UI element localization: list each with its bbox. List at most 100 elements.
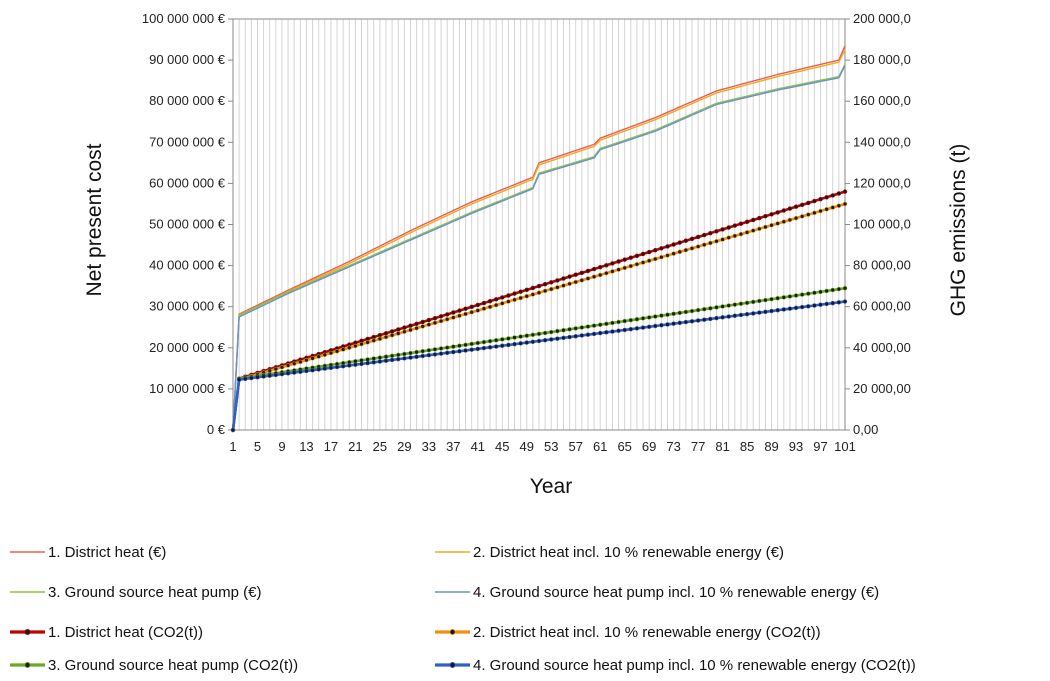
- series-point: [377, 355, 383, 360]
- series-point: [787, 306, 793, 311]
- series-line: [232, 45, 846, 431]
- series-point: [640, 316, 646, 321]
- series-point: [695, 234, 701, 240]
- series-point: [665, 322, 670, 327]
- series-point: [781, 295, 786, 300]
- series-point: [310, 356, 315, 361]
- series-point: [567, 281, 572, 287]
- x-tick-label: 45: [495, 439, 509, 454]
- series-point: [597, 264, 603, 270]
- series-point: [383, 334, 389, 340]
- series-point: [824, 195, 829, 200]
- series-point: [604, 263, 609, 268]
- legend-marker: [449, 629, 456, 636]
- series-point: [628, 263, 633, 269]
- series-point: [750, 217, 756, 223]
- series-point: [524, 294, 529, 299]
- series-point: [695, 318, 701, 323]
- series-point: [653, 247, 658, 253]
- series-point: [457, 343, 462, 348]
- series-point: [573, 334, 578, 339]
- series-point: [469, 341, 474, 347]
- series-point: [445, 350, 450, 356]
- series-point: [628, 326, 633, 332]
- left-tick-label: 20 000 000 €: [149, 340, 226, 355]
- series-point: [261, 374, 266, 379]
- legend-label: 3. Ground source heat pump (€): [48, 584, 261, 601]
- right-tick-label: 60 000,00: [853, 299, 911, 314]
- series-point: [738, 221, 744, 226]
- series-point: [622, 257, 627, 262]
- series-point: [500, 295, 505, 300]
- series-point: [249, 375, 254, 381]
- series-point: [659, 246, 664, 251]
- x-tick-label: 37: [446, 439, 460, 454]
- series-point: [622, 265, 627, 271]
- series-point: [389, 357, 395, 363]
- series-point: [426, 317, 432, 323]
- series-point: [702, 232, 707, 238]
- series-point: [708, 316, 713, 322]
- series-point: [445, 317, 450, 322]
- series-point: [781, 208, 786, 213]
- series-point: [316, 367, 321, 372]
- x-tick-label: 9: [278, 439, 285, 454]
- series-point: [481, 306, 487, 311]
- series-point: [604, 270, 609, 276]
- series-point: [493, 302, 499, 308]
- series-point: [683, 319, 689, 325]
- series-point: [328, 365, 334, 371]
- series-point: [726, 225, 731, 230]
- right-tick-label: 80 000,00: [853, 258, 911, 273]
- series-point: [555, 285, 560, 290]
- series-point: [763, 297, 768, 303]
- series-point: [298, 359, 303, 365]
- series-point: [585, 332, 591, 337]
- series-point: [818, 289, 823, 295]
- series-point: [830, 287, 835, 293]
- left-tick-label: 30 000 000 €: [149, 299, 226, 314]
- x-tick-label: 97: [813, 439, 827, 454]
- series-point: [420, 319, 425, 325]
- series-point: [567, 334, 572, 340]
- series-point: [836, 191, 842, 196]
- series-point: [714, 305, 719, 310]
- series-point: [591, 323, 597, 328]
- series-point: [818, 208, 823, 214]
- series-point: [445, 312, 450, 317]
- series-point: [799, 304, 805, 310]
- series-point: [353, 343, 358, 349]
- series-point: [750, 299, 756, 305]
- series-point: [408, 350, 413, 356]
- series-point: [806, 291, 811, 296]
- series-point: [842, 189, 848, 194]
- series-point: [328, 350, 334, 356]
- series-point: [787, 206, 793, 211]
- series-point: [530, 292, 536, 297]
- series-point: [744, 300, 750, 306]
- series-point: [475, 340, 480, 346]
- series-point: [481, 345, 487, 351]
- series-point: [420, 324, 425, 329]
- x-tick-label: 77: [691, 439, 705, 454]
- y-axis-right-title: GHG emissions (t): [947, 144, 970, 317]
- series-point: [702, 242, 707, 247]
- series-point: [420, 349, 425, 354]
- x-tick-label: 41: [471, 439, 485, 454]
- series-point: [322, 366, 327, 371]
- series-point: [371, 360, 376, 365]
- series-point: [818, 302, 823, 307]
- series-point: [597, 272, 603, 278]
- series-point: [353, 362, 358, 367]
- series-point: [555, 328, 560, 334]
- series-point: [396, 327, 401, 332]
- series-point: [732, 313, 738, 318]
- series-point: [555, 336, 560, 341]
- series-point: [506, 299, 511, 304]
- series-point: [702, 307, 707, 312]
- series-point: [579, 325, 585, 330]
- series-point: [695, 307, 701, 313]
- series-point: [757, 226, 762, 232]
- series-point: [646, 315, 652, 320]
- series-point: [689, 246, 695, 251]
